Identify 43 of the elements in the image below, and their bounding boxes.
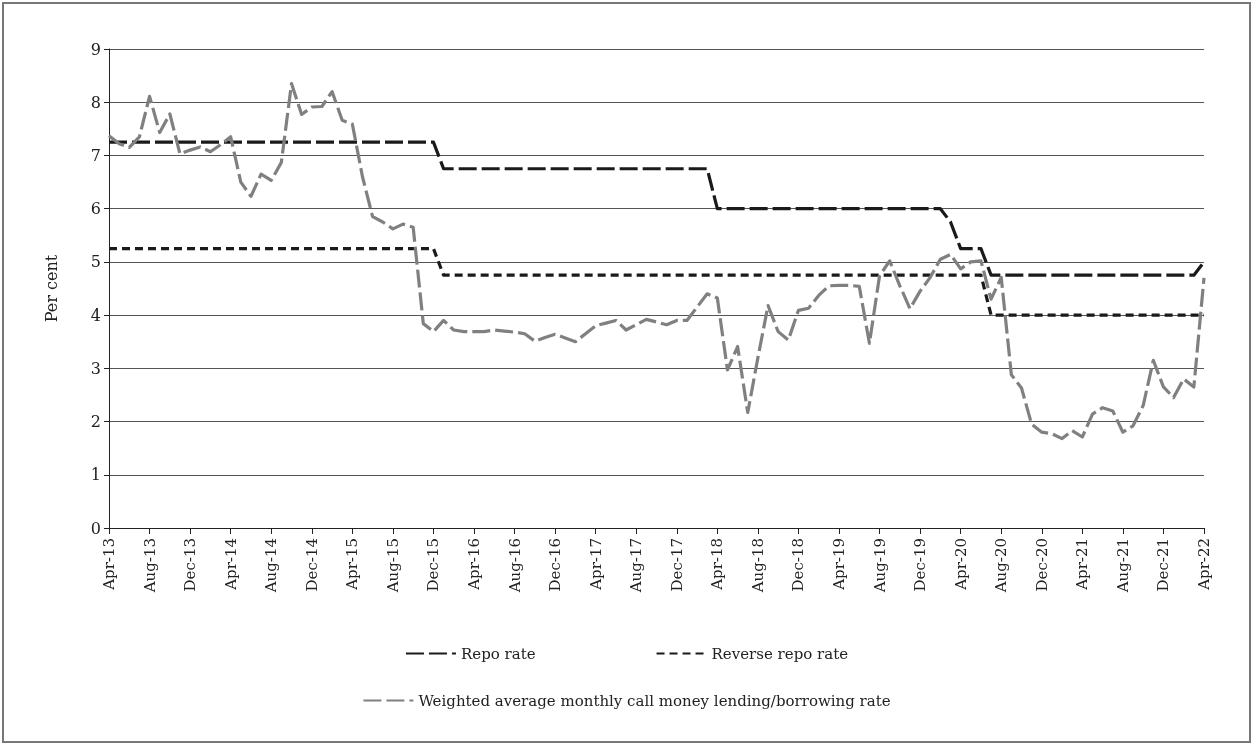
y-axis-title: Per cent bbox=[41, 254, 61, 323]
x-tick-label: Apr-17 bbox=[586, 538, 605, 591]
y-tick-label: 5 bbox=[90, 252, 101, 272]
x-tick-label: Dec-13 bbox=[181, 538, 200, 592]
x-tick-label: Dec-20 bbox=[1032, 538, 1051, 592]
y-tick-label: 2 bbox=[90, 412, 101, 432]
y-tick-label: 8 bbox=[90, 92, 101, 112]
x-tick-label: Apr-16 bbox=[465, 538, 483, 591]
x-tick-label: Dec-17 bbox=[667, 538, 686, 592]
x-tick-label: Apr-19 bbox=[830, 538, 848, 591]
x-tick-label: Apr-21 bbox=[1073, 538, 1092, 591]
x-tick-label: Aug-18 bbox=[748, 538, 767, 594]
y-tick-label: 0 bbox=[90, 518, 101, 538]
legend-label: Weighted average monthly call money lending/borrowing rate bbox=[418, 691, 891, 710]
legend-label: Repo rate bbox=[460, 644, 536, 663]
x-tick-label: Aug-21 bbox=[1113, 538, 1132, 594]
legend-label: Reverse repo rate bbox=[711, 644, 849, 663]
x-tick-label: Apr-22 bbox=[1195, 538, 1213, 591]
x-tick-label: Aug-16 bbox=[505, 538, 524, 594]
y-tick-label: 1 bbox=[90, 465, 101, 485]
x-tick-label: Dec-14 bbox=[302, 538, 321, 592]
line-series bbox=[107, 81, 1206, 441]
x-tick-label: Aug-19 bbox=[870, 538, 889, 594]
x-tick-label: Apr-20 bbox=[951, 538, 970, 591]
x-tick-label: Apr-14 bbox=[221, 538, 240, 591]
x-tick-label: Aug-14 bbox=[262, 538, 281, 594]
x-tick-label: Dec-15 bbox=[424, 538, 443, 592]
x-tick-label: Dec-21 bbox=[1154, 538, 1173, 592]
y-tick-label: 9 bbox=[90, 39, 101, 59]
x-tick-label: Apr-15 bbox=[343, 538, 362, 591]
x-tick-label: Dec-19 bbox=[911, 538, 930, 592]
x-tick-label: Aug-17 bbox=[627, 538, 646, 594]
x-tick-label: Aug-15 bbox=[383, 538, 402, 594]
x-tick-label: Apr-13 bbox=[100, 538, 118, 591]
x-tick-label: Aug-20 bbox=[992, 538, 1011, 594]
y-tick-label: 4 bbox=[90, 305, 101, 325]
x-tick-label: Apr-18 bbox=[708, 538, 727, 591]
y-tick-label: 3 bbox=[90, 358, 101, 378]
x-tick-label: Dec-18 bbox=[789, 538, 808, 592]
y-tick-label: 6 bbox=[90, 199, 101, 219]
y-tick-label: 7 bbox=[90, 145, 101, 165]
x-tick-label: Aug-13 bbox=[140, 538, 159, 594]
x-tick-label: Dec-16 bbox=[546, 538, 565, 592]
